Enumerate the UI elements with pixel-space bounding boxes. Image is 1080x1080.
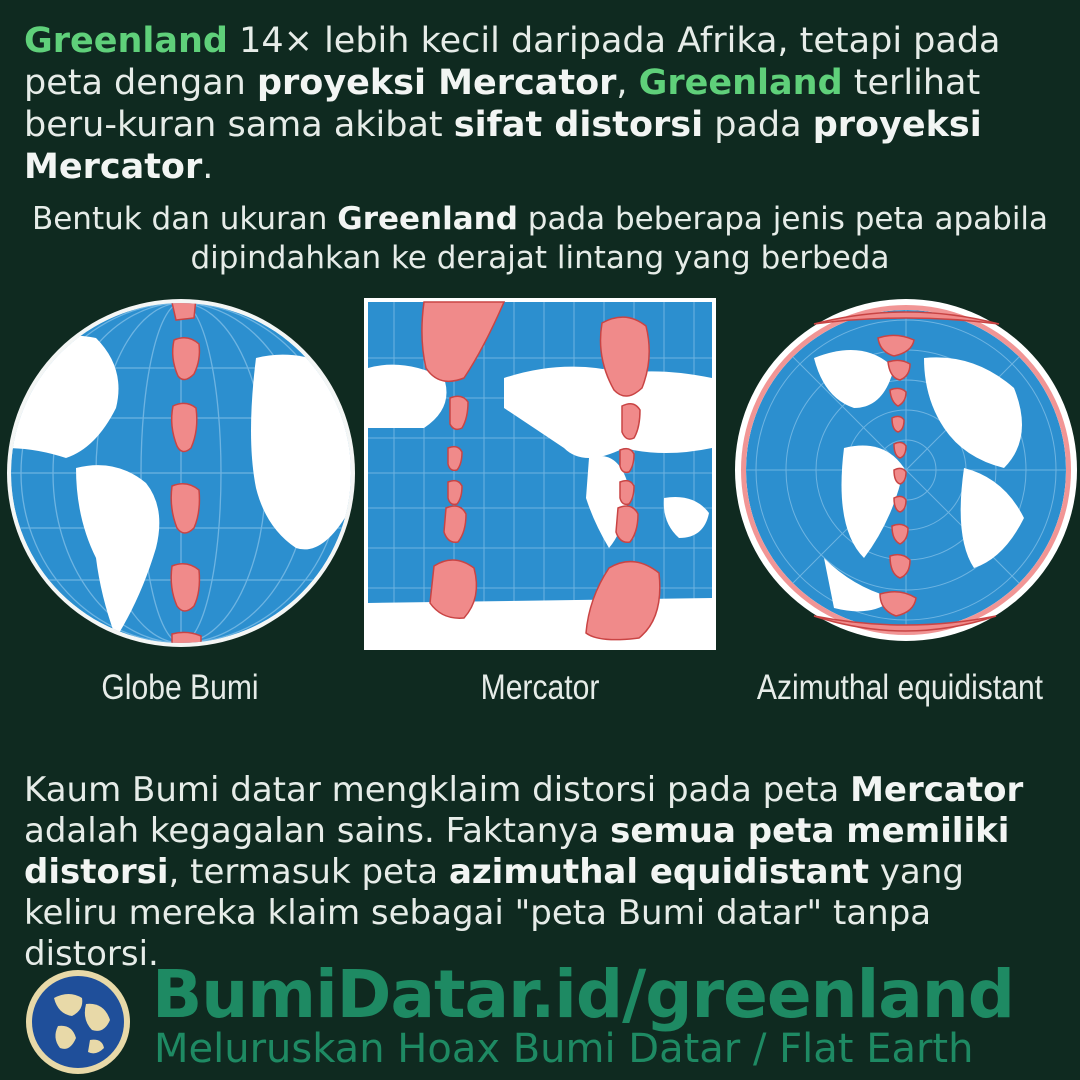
claim-text-3: adalah kegagalan sains. Faktanya	[24, 811, 611, 851]
footer-url[interactable]: BumiDatar.id/greenland	[152, 956, 1015, 1033]
intro-text-4: ,	[616, 63, 639, 103]
globe-label: Globe Bumi	[101, 668, 259, 707]
intro-distortion: sifat distorsi	[453, 105, 704, 145]
footer-tagline: Meluruskan Hoax Bumi Datar / Flat Earth	[154, 1026, 974, 1072]
intro-text-2: 14× lebih kecil daripada Afrika, tetapi …	[24, 21, 1001, 103]
azimuthal-label: Azimuthal equidistant	[756, 668, 1044, 707]
intro-text-6: terlihat beru-kuran sama akibat	[24, 63, 981, 145]
subtitle-text-1: Bentuk dan ukuran	[31, 201, 338, 237]
intro-greenland-1: Greenland	[24, 21, 228, 61]
claim-text-1: Kaum Bumi datar mengklaim distorsi pada …	[24, 770, 851, 810]
mercator-map	[364, 298, 716, 650]
claim-azimuthal: azimuthal equidistant	[448, 852, 869, 892]
intro-mercator-1: proyeksi Mercator	[256, 63, 617, 103]
intro-greenland-2: Greenland	[638, 63, 843, 103]
globe-map	[7, 299, 355, 647]
intro-text-8: pada	[703, 105, 813, 145]
earth-logo-icon	[26, 970, 130, 1074]
mercator-label: Mercator	[480, 668, 600, 707]
intro-text-10: .	[202, 147, 214, 187]
claim-mercator: Mercator	[850, 770, 1024, 810]
claim-text: Kaum Bumi datar mengklaim distorsi pada …	[24, 770, 1064, 975]
azimuthal-map	[735, 299, 1077, 641]
subtitle-text-3: pada beberapa jenis peta apabila dipinda…	[190, 201, 1049, 276]
claim-all-maps: semua peta memiliki distorsi	[24, 811, 1010, 892]
maps-subtitle: Bentuk dan ukuran Greenland pada beberap…	[0, 200, 1080, 278]
intro-text: Greenland 14× lebih kecil daripada Afrik…	[24, 20, 1064, 188]
subtitle-greenland: Greenland	[337, 201, 518, 237]
claim-text-7: yang keliru mereka klaim sebagai "peta B…	[24, 852, 964, 974]
claim-text-5: , termasuk peta	[168, 852, 449, 892]
intro-mercator-2: proyeksi Mercator	[24, 105, 982, 187]
